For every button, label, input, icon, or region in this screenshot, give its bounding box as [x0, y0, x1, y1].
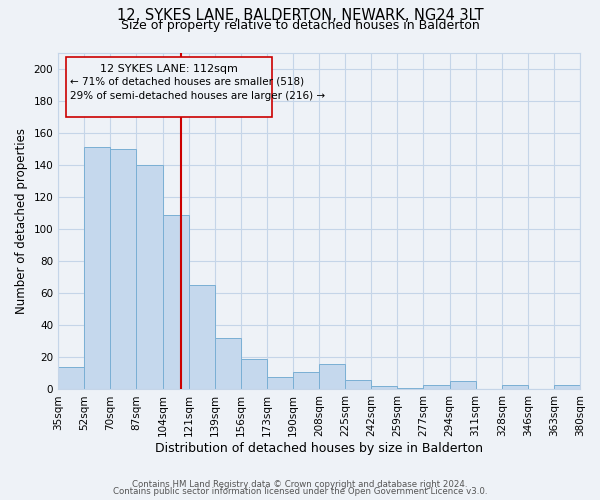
Bar: [188, 285, 215, 390]
Bar: [424, 384, 449, 390]
Bar: [84, 147, 110, 390]
Bar: [215, 338, 241, 390]
Bar: [554, 384, 580, 390]
Text: 12 SYKES LANE: 112sqm: 12 SYKES LANE: 112sqm: [100, 64, 238, 74]
Bar: [136, 165, 163, 390]
X-axis label: Distribution of detached houses by size in Balderton: Distribution of detached houses by size …: [155, 442, 483, 455]
Bar: [345, 380, 371, 390]
Text: 29% of semi-detached houses are larger (216) →: 29% of semi-detached houses are larger (…: [70, 91, 325, 101]
Bar: [267, 376, 293, 390]
Text: Contains HM Land Registry data © Crown copyright and database right 2024.: Contains HM Land Registry data © Crown c…: [132, 480, 468, 489]
Text: 12, SYKES LANE, BALDERTON, NEWARK, NG24 3LT: 12, SYKES LANE, BALDERTON, NEWARK, NG24 …: [116, 8, 484, 22]
Bar: [163, 214, 188, 390]
Bar: [241, 359, 267, 390]
Text: Size of property relative to detached houses in Balderton: Size of property relative to detached ho…: [121, 19, 479, 32]
Bar: [371, 386, 397, 390]
Text: ← 71% of detached houses are smaller (518): ← 71% of detached houses are smaller (51…: [70, 76, 304, 86]
Bar: [397, 388, 424, 390]
Bar: [319, 364, 345, 390]
Bar: [502, 384, 528, 390]
Y-axis label: Number of detached properties: Number of detached properties: [15, 128, 28, 314]
Bar: [293, 372, 319, 390]
Bar: [110, 149, 136, 390]
FancyBboxPatch shape: [66, 58, 272, 116]
Text: Contains public sector information licensed under the Open Government Licence v3: Contains public sector information licen…: [113, 488, 487, 496]
Bar: [449, 382, 476, 390]
Bar: [58, 367, 84, 390]
